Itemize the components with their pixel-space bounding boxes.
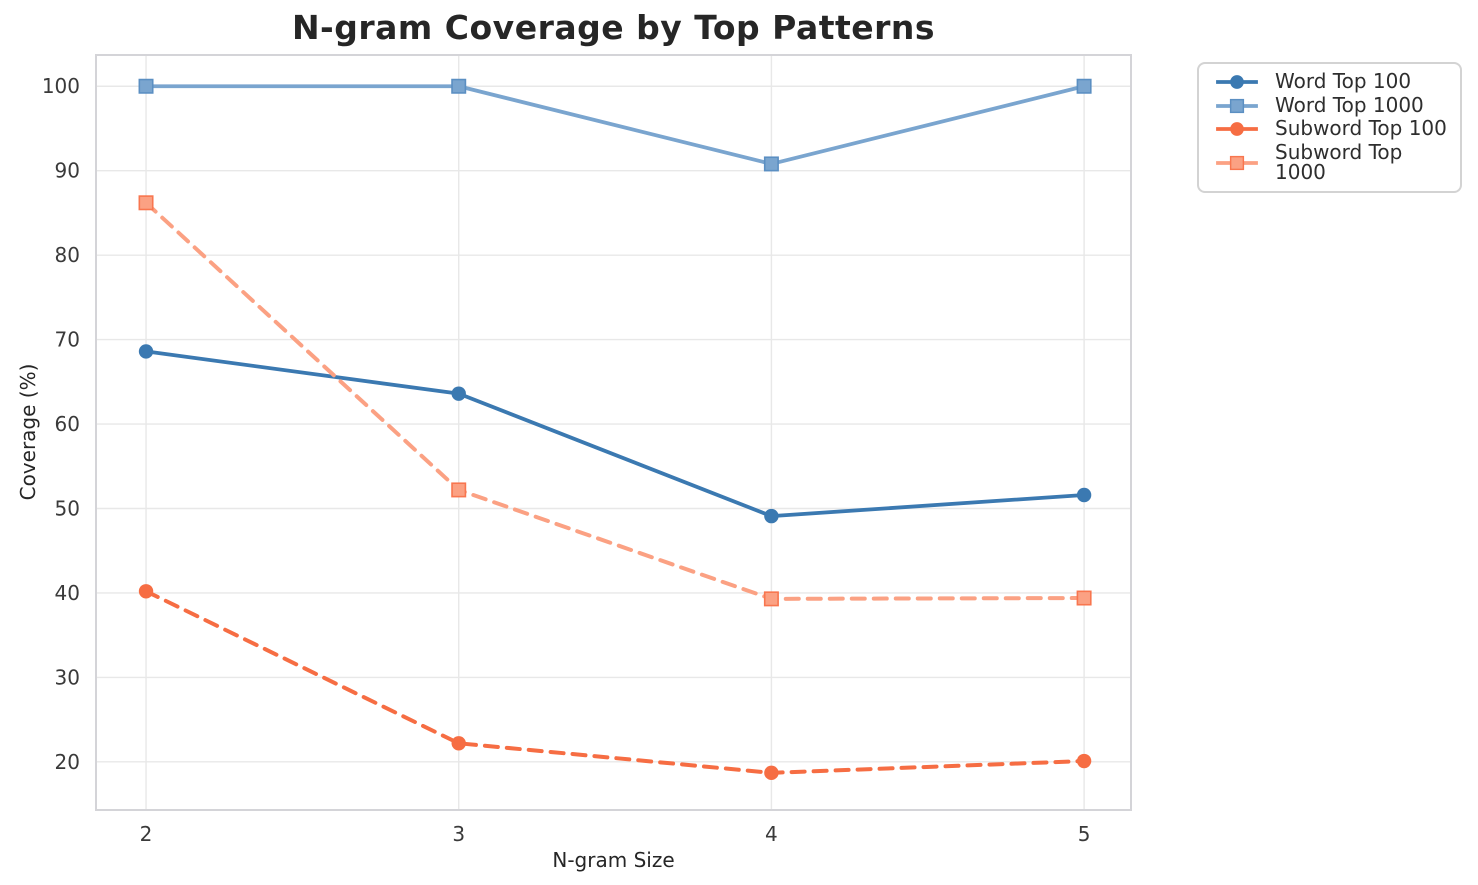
legend-label-word-top-100: Word Top 100 <box>1275 68 1412 93</box>
svg-text:2: 2 <box>140 822 153 846</box>
svg-text:70: 70 <box>55 328 80 352</box>
gridlines <box>96 55 1131 810</box>
y-axis-label: Coverage (%) <box>16 363 40 501</box>
svg-text:20: 20 <box>55 750 80 774</box>
svg-text:50: 50 <box>55 497 80 521</box>
legend-label-subword-top-100: Subword Top 100 <box>1275 116 1447 141</box>
svg-text:60: 60 <box>55 412 80 436</box>
legend-line-circle-icon <box>1216 122 1258 137</box>
svg-text:100: 100 <box>42 74 80 98</box>
legend-label-subword-top-1000: Subword Top 1000 <box>1275 140 1403 185</box>
svg-text:90: 90 <box>55 159 80 183</box>
svg-text:40: 40 <box>55 581 80 605</box>
x-tick-labels: 2 3 4 5 <box>140 822 1091 846</box>
legend-item-word-top-1000: Word Top 1000 <box>1212 95 1452 117</box>
legend-item-word-top-100: Word Top 100 <box>1212 71 1452 93</box>
chart-title: N-gram Coverage by Top Patterns <box>291 8 936 47</box>
legend-line-square-icon <box>1216 98 1258 113</box>
legend-item-subword-top-100: Subword Top 100 <box>1212 118 1452 140</box>
svg-text:3: 3 <box>452 822 465 846</box>
legend-item-subword-top-1000: Subword Top 1000 <box>1212 142 1452 184</box>
legend-label-word-top-1000: Word Top 1000 <box>1275 92 1424 117</box>
series-subword-top-100 <box>138 584 1092 781</box>
x-axis-label: N-gram Size <box>552 848 675 872</box>
y-tick-labels: 20 30 40 50 60 70 80 90 100 <box>42 74 80 774</box>
series-word-top-100 <box>138 344 1092 524</box>
svg-text:80: 80 <box>55 243 80 267</box>
svg-text:4: 4 <box>765 822 778 846</box>
svg-text:30: 30 <box>55 665 80 689</box>
svg-text:5: 5 <box>1078 822 1091 846</box>
legend: Word Top 100 Word Top 1000 Subword Top 1… <box>1197 62 1462 193</box>
legend-line-circle-icon <box>1216 74 1258 89</box>
plot-border <box>95 54 1132 811</box>
legend-line-square-icon <box>1216 156 1258 171</box>
series-word-top-1000 <box>138 78 1092 172</box>
series-subword-top-1000 <box>138 195 1092 607</box>
